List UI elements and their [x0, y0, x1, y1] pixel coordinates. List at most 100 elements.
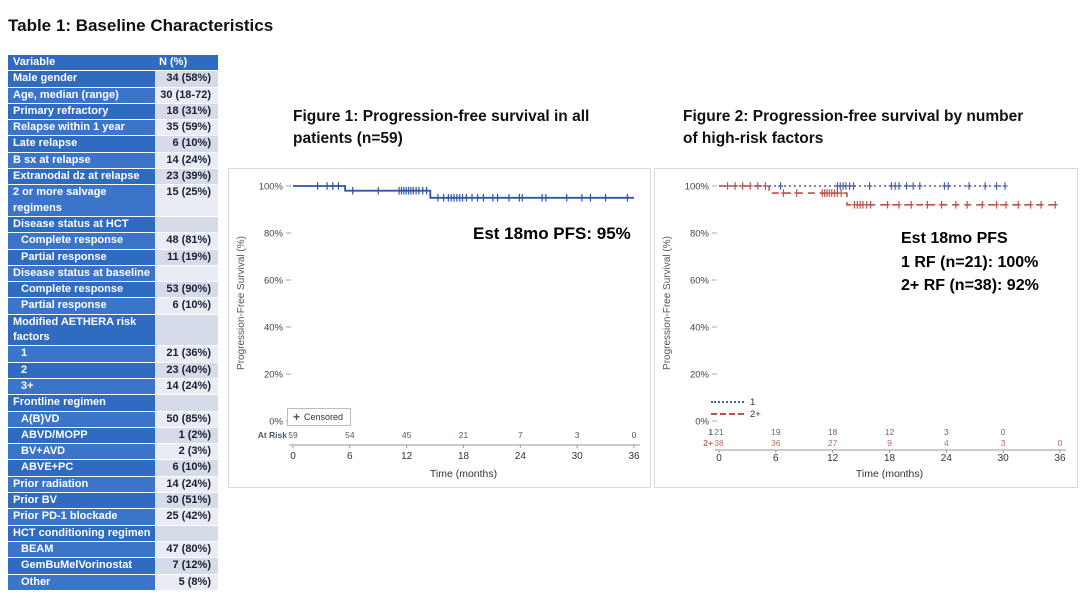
- at-risk-count: 21: [459, 430, 469, 440]
- table-header-n-pct: N (%): [155, 55, 218, 71]
- y-tick-label: 20%: [264, 370, 284, 381]
- y-tick-label: 80%: [264, 229, 284, 240]
- at-risk-count: 54: [345, 430, 355, 440]
- table-cell-value: 48 (81%): [155, 233, 218, 249]
- table-cell-value: 35 (59%): [155, 120, 218, 136]
- figure1-censored-legend: + Censored: [287, 408, 352, 426]
- at-risk-count: 0: [632, 430, 637, 440]
- legend-label: 1: [750, 396, 756, 408]
- y-tick-label: 40%: [264, 323, 284, 334]
- table-cell-value: 53 (90%): [155, 282, 218, 298]
- x-axis-title: Time (months): [430, 468, 497, 480]
- table-cell-variable: HCT conditioning regimen: [8, 525, 155, 541]
- y-tick-label: 80%: [690, 229, 710, 240]
- table-row: 3+ 14 (24%): [8, 378, 218, 396]
- table-cell-value: 30 (18-72): [155, 87, 218, 103]
- table-cell-variable: Other: [8, 574, 155, 590]
- x-tick-label: 24: [941, 453, 953, 464]
- table-cell-variable: ABVE+PC: [8, 460, 155, 476]
- table-cell-variable: Complete response: [8, 233, 155, 249]
- y-tick-label: 60%: [264, 276, 284, 287]
- table-cell-value: 25 (42%): [155, 509, 218, 525]
- table-row: Prior PD-1 blockade 25 (42%): [8, 509, 218, 526]
- table-cell-variable: Male gender: [8, 71, 155, 87]
- at-risk-row-label: 2+: [703, 438, 713, 448]
- table-row: Other 5 (8%): [8, 574, 218, 591]
- at-risk-count: 4: [944, 438, 949, 448]
- table-cell-value: 15 (25%): [155, 185, 218, 216]
- table-cell-value: 34 (58%): [155, 71, 218, 87]
- table-cell-variable: BEAM: [8, 541, 155, 558]
- table-cell-value: 18 (31%): [155, 103, 218, 120]
- table-cell-variable: Extranodal dz at relapse: [8, 169, 155, 185]
- table-title: Table 1: Baseline Characteristics: [8, 16, 274, 35]
- table-cell-variable: Prior radiation: [8, 476, 155, 493]
- y-tick-label: 0%: [695, 417, 709, 428]
- y-tick-label: 100%: [259, 182, 284, 193]
- figure1-annotation: Est 18mo PFS: 95%: [473, 224, 631, 243]
- y-tick-label: 0%: [269, 417, 283, 428]
- legend-entry: 1: [711, 396, 761, 408]
- baseline-characteristics-table: Variable N (%) Male gender 34 (58%) Age, m…: [8, 55, 218, 591]
- table-cell-value: 1 (2%): [155, 427, 218, 444]
- table-row: GemBuMelVorinostat 7 (12%): [8, 558, 218, 575]
- at-risk-count: 3: [944, 427, 949, 437]
- table-cell-variable: ABVD/MOPP: [8, 427, 155, 444]
- table-cell-variable: 1: [8, 346, 155, 362]
- table-row: Age, median (range) 30 (18-72): [8, 87, 218, 104]
- figure1-panel: 100% 80% 60% 40% 20% 0% Progression-Free Survi…: [228, 168, 651, 488]
- table-cell-variable: Partial response: [8, 249, 155, 265]
- y-tick-label: 100%: [685, 182, 710, 193]
- at-risk-count: 38: [714, 438, 724, 448]
- table-cell-value: 14 (24%): [155, 152, 218, 169]
- table-body: Male gender 34 (58%) Age, median (range) 30…: [8, 71, 218, 591]
- x-tick-label: 30: [998, 453, 1010, 464]
- table-cell-value: [155, 525, 218, 541]
- legend-entry: 2+: [711, 408, 761, 420]
- x-tick-label: 6: [347, 451, 353, 462]
- table-cell-variable: Age, median (range): [8, 87, 155, 103]
- table-header-variable: Variable: [8, 55, 155, 71]
- table-row: Partial response 11 (19%): [8, 249, 218, 266]
- table-row: Partial response 6 (10%): [8, 298, 218, 315]
- x-tick-label: 18: [884, 453, 896, 464]
- figure1-km-plot: 100% 80% 60% 40% 20% 0% Progression-Free Survi…: [236, 182, 640, 480]
- x-tick-label: 30: [572, 451, 584, 462]
- at-risk-count: 45: [402, 430, 412, 440]
- table-cell-value: 2 (3%): [155, 444, 218, 460]
- x-tick-label: 24: [515, 451, 527, 462]
- table-row: Prior BV 30 (51%): [8, 493, 218, 510]
- figure2-km-plot: 100% 80% 60% 40% 20% 0% Progression-Free Survi…: [662, 182, 1066, 480]
- at-risk-row-label: At Risk: [258, 430, 288, 440]
- table-cell-value: 50 (85%): [155, 411, 218, 427]
- x-axis-title: Time (months): [856, 468, 923, 480]
- at-risk-count: 7: [518, 430, 523, 440]
- x-tick-label: 12: [827, 453, 839, 464]
- censored-plus-icon: +: [293, 410, 301, 424]
- table-row: Extranodal dz at relapse 23 (39%): [8, 169, 218, 186]
- table-cell-value: 23 (40%): [155, 362, 218, 378]
- at-risk-count: 18: [828, 427, 838, 437]
- table-row: Late relapse 6 (10%): [8, 136, 218, 153]
- figure2-annotation: Est 18mo PFS 1 RF (n=21): 100% 2+ RF (n=…: [901, 230, 1039, 294]
- table-cell-variable: GemBuMelVorinostat: [8, 558, 155, 574]
- at-risk-count: 27: [828, 438, 838, 448]
- y-tick-label: 60%: [690, 276, 710, 287]
- at-risk-count: 21: [714, 427, 724, 437]
- table-cell-variable: Modified AETHERA risk factors: [8, 314, 155, 346]
- censored-label: Censored: [304, 412, 344, 422]
- table-row: Primary refractory 18 (31%): [8, 103, 218, 121]
- table-cell-variable: BV+AVD: [8, 444, 155, 460]
- table-row: ABVE+PC 6 (10%): [8, 460, 218, 477]
- table-cell-variable: Frontline regimen: [8, 395, 155, 411]
- table-header-row: Variable N (%): [8, 55, 218, 72]
- table-row: Complete response 48 (81%): [8, 233, 218, 250]
- table-cell-value: 30 (51%): [155, 493, 218, 509]
- table-cell-value: 6 (10%): [155, 298, 218, 314]
- table-row: Prior radiation 14 (24%): [8, 476, 218, 494]
- table-row: Frontline regimen: [8, 395, 218, 412]
- at-risk-count: 12: [885, 427, 895, 437]
- at-risk-count: 0: [1001, 427, 1006, 437]
- x-tick-label: 18: [458, 451, 470, 462]
